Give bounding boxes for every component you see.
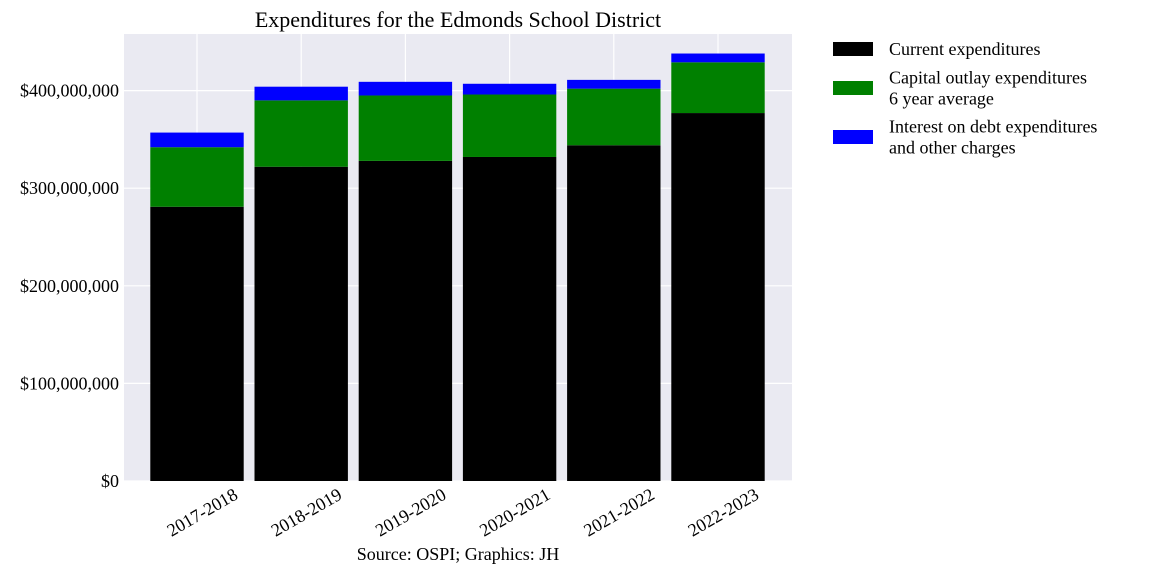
bar-2018-2019-series-2 xyxy=(254,86,348,101)
legend-item-1: Capital outlay expenditures 6 year averag… xyxy=(833,68,1087,109)
bar-2021-2022-series-0 xyxy=(567,145,661,481)
y-tick-label-1: $100,000,000 xyxy=(20,373,119,393)
y-axis-ticks: $0 $100,000,000 $200,000,000 $300,000,000 $4… xyxy=(20,81,119,491)
bar-2020-2021-series-2 xyxy=(462,83,557,95)
y-tick-label-4: $400,000,000 xyxy=(20,81,119,101)
legend-item-2: Interest on debt expenditures and other c… xyxy=(833,117,1097,158)
x-axis-ticks: 2017-2018 2018-2019 2019-2020 2020-2021 2021… xyxy=(163,484,762,540)
chart-title: Expenditures for the Edmonds School Dist… xyxy=(255,7,661,32)
bars xyxy=(150,53,765,481)
bar-2017-2018-series-0 xyxy=(150,206,244,481)
bar-2019-2020-series-0 xyxy=(358,160,453,481)
legend-item-0: Current expenditures xyxy=(833,39,1040,59)
bar-2020-2021-series-1 xyxy=(462,94,557,157)
bar-2018-2019-series-1 xyxy=(254,100,348,167)
legend-swatch-2 xyxy=(833,130,873,144)
bar-2017-2018-series-1 xyxy=(150,147,244,207)
y-tick-label-0: $0 xyxy=(101,471,119,491)
legend-label-1: Capital outlay expenditures 6 year averag… xyxy=(889,68,1087,109)
bar-2020-2021-series-0 xyxy=(462,156,557,481)
x-tick-label-3: 2020-2021 xyxy=(476,484,554,540)
y-tick-label-2: $200,000,000 xyxy=(20,276,119,296)
bar-2022-2023-series-0 xyxy=(671,113,765,481)
bar-2021-2022-series-1 xyxy=(567,88,661,146)
x-tick-label-2: 2019-2020 xyxy=(372,484,450,540)
legend: Current expenditures Capital outlay expen… xyxy=(833,39,1097,158)
bar-2019-2020-series-2 xyxy=(358,81,453,96)
source-note: Source: OSPI; Graphics: JH xyxy=(357,544,559,564)
bar-2019-2020-series-1 xyxy=(358,95,453,161)
bar-2021-2022-series-2 xyxy=(567,79,661,89)
x-tick-label-4: 2021-2022 xyxy=(580,484,658,540)
bar-2022-2023-series-1 xyxy=(671,62,765,114)
legend-label-0: Current expenditures xyxy=(889,39,1040,59)
x-tick-label-1: 2018-2019 xyxy=(268,484,346,540)
legend-swatch-1 xyxy=(833,81,873,95)
legend-label-2: Interest on debt expenditures and other c… xyxy=(889,117,1097,158)
bar-2017-2018-series-2 xyxy=(150,132,244,148)
legend-swatch-0 xyxy=(833,42,873,56)
bar-2018-2019-series-0 xyxy=(254,166,348,481)
x-tick-label-5: 2022-2023 xyxy=(684,484,762,540)
x-tick-label-0: 2017-2018 xyxy=(163,484,241,540)
bar-2022-2023-series-2 xyxy=(671,53,765,63)
y-tick-label-3: $300,000,000 xyxy=(20,178,119,198)
